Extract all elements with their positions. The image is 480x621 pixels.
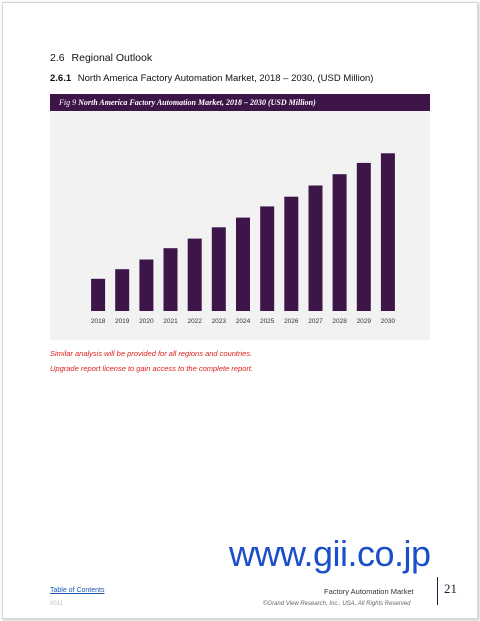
bar-2024 (236, 217, 250, 311)
bar-2021 (163, 248, 178, 311)
bar-2029 (356, 162, 371, 311)
bar-2019 (115, 269, 130, 311)
x-tick-label-2020: 2020 (139, 318, 154, 325)
subsection-title: North America Factory Automation Market,… (77, 73, 374, 84)
bar-chart: 2018 2019 2020 2021 2022 2023 2024 2025 2026 2027… (91, 153, 396, 325)
x-tick-label-2029: 2029 (357, 318, 372, 325)
bar-2022 (187, 238, 202, 311)
bar-2028 (332, 174, 347, 311)
figure-label: Fig 9 (59, 98, 77, 107)
x-tick-label-2023: 2023 (212, 318, 227, 325)
x-tick-label-2026: 2026 (284, 318, 299, 325)
report-title: Factory Automation Market (324, 587, 414, 596)
x-tick-label-2022: 2022 (187, 318, 202, 325)
document-id: 0011 (50, 601, 63, 607)
table-of-contents-link[interactable]: Table of Contents (50, 587, 105, 594)
bar-2020 (139, 259, 154, 311)
subsection-heading: 2.6.1 North America Factory Automation M… (50, 73, 373, 84)
bar-2027 (308, 185, 323, 311)
bar-2023 (211, 227, 226, 311)
figure: Fig 9 North America Factory Automation M… (50, 94, 430, 340)
page-number: 21 (444, 581, 457, 596)
section-heading: 2.6 Regional Outlook (50, 52, 152, 64)
note-similar-analysis: Similar analysis will be provided for al… (50, 349, 253, 358)
note-upgrade-license: Upgrade report license to gain access to… (50, 364, 254, 373)
x-tick-label-2018: 2018 (91, 318, 106, 325)
x-tick-label-2027: 2027 (308, 318, 323, 325)
x-tick-label-2019: 2019 (115, 318, 130, 325)
x-tick-label-2024: 2024 (236, 318, 251, 325)
section-number: 2.6 (50, 52, 65, 64)
watermark: www.gii.co.jp (229, 533, 431, 574)
x-tick-label-2030: 2030 (381, 318, 396, 325)
x-tick-label-2025: 2025 (260, 318, 275, 325)
subsection-number: 2.6.1 (50, 73, 72, 84)
figure-caption: Fig 9 North America Factory Automation M… (50, 94, 430, 111)
bar-2025 (260, 206, 275, 311)
bar-2026 (284, 196, 299, 311)
x-tick-label-2028: 2028 (332, 318, 347, 325)
x-tick-label-2021: 2021 (163, 318, 178, 325)
footer-divider (437, 577, 438, 605)
section-title: Regional Outlook (71, 52, 153, 64)
bar-2030 (380, 153, 395, 311)
bar-2018 (91, 278, 106, 311)
copyright-notice: ©Grand View Research, Inc., USA, All Rig… (263, 601, 411, 607)
figure-title: North America Factory Automation Market,… (78, 98, 316, 107)
